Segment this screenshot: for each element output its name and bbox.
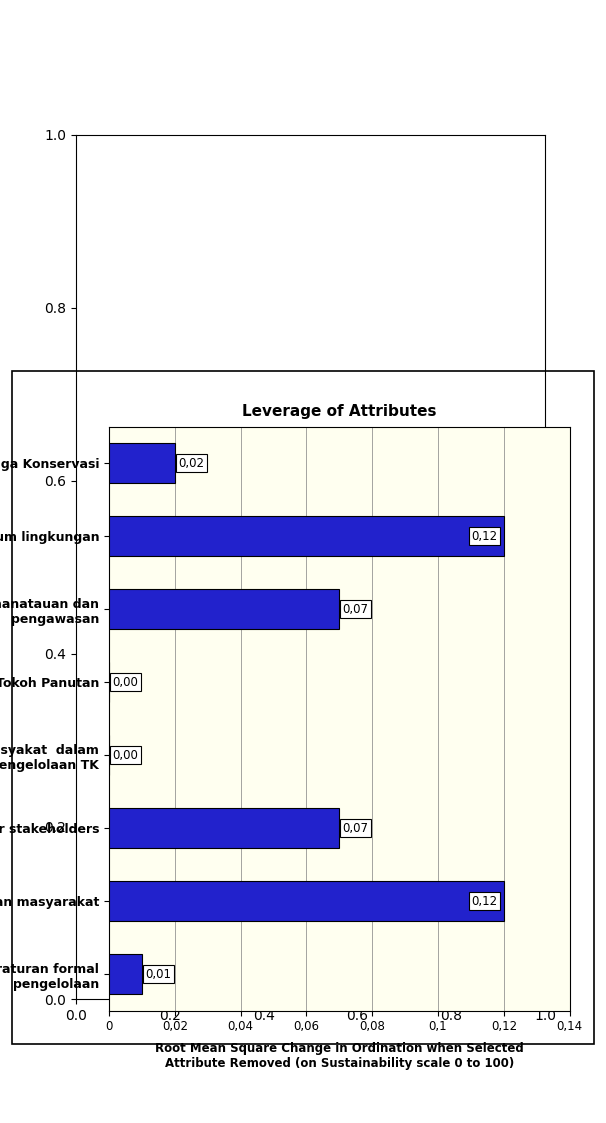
Text: 0,07: 0,07 xyxy=(342,822,368,834)
Text: 0,02: 0,02 xyxy=(178,457,204,469)
Bar xyxy=(109,882,504,921)
Bar xyxy=(109,809,339,848)
Bar xyxy=(109,517,504,556)
Bar xyxy=(109,955,142,994)
Text: 0,12: 0,12 xyxy=(471,895,498,907)
Text: 0,00: 0,00 xyxy=(112,676,138,688)
Bar xyxy=(109,590,339,629)
Text: 0,07: 0,07 xyxy=(342,603,368,615)
Title: Leverage of Attributes: Leverage of Attributes xyxy=(242,403,436,419)
Text: 0,00: 0,00 xyxy=(112,749,138,761)
X-axis label: Root Mean Square Change in Ordination when Selected
Attribute Removed (on Sustai: Root Mean Square Change in Ordination wh… xyxy=(155,1042,524,1070)
Text: 0,01: 0,01 xyxy=(145,968,171,980)
Bar xyxy=(109,444,175,483)
Text: 0,12: 0,12 xyxy=(471,530,498,542)
